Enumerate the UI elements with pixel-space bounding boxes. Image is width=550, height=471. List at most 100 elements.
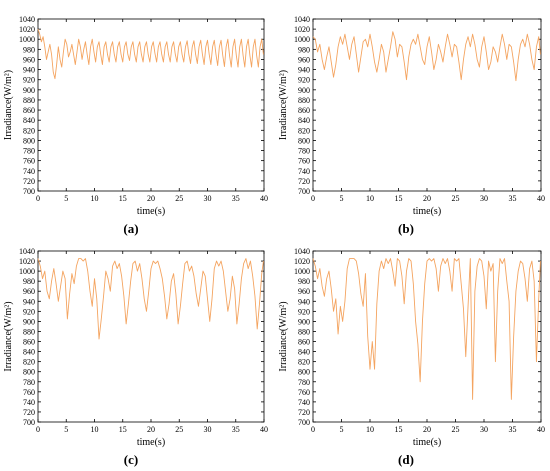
y-tick-label: 840 (298, 116, 310, 125)
y-tick-label: 780 (298, 378, 310, 387)
y-tick-label: 760 (298, 388, 310, 397)
x-tick-label: 15 (119, 425, 127, 434)
y-tick-label: 1000 (19, 35, 35, 44)
x-tick-label: 0 (311, 194, 315, 203)
x-tick-label: 35 (509, 425, 517, 434)
y-tick-label: 700 (298, 187, 310, 196)
y-axis-title: Irradiance(W/m²) (278, 301, 289, 371)
x-tick-label: 5 (64, 194, 68, 203)
y-tick-label: 880 (23, 96, 35, 105)
y-tick-label: 960 (298, 55, 310, 64)
y-tick-label: 880 (298, 327, 310, 336)
y-tick-label: 940 (298, 297, 310, 306)
panel-label: (d) (398, 452, 414, 467)
y-tick-label: 1020 (19, 257, 35, 266)
x-tick-label: 30 (204, 194, 212, 203)
x-tick-label: 5 (340, 194, 344, 203)
y-tick-label: 900 (23, 86, 35, 95)
y-tick-label: 1000 (294, 35, 310, 44)
x-tick-label: 35 (232, 194, 240, 203)
series-line (37, 28, 264, 80)
x-tick-label: 5 (64, 425, 68, 434)
y-tick-label: 1020 (19, 25, 35, 34)
y-tick-label: 760 (298, 157, 310, 166)
series-line (312, 258, 541, 400)
y-tick-label: 880 (298, 96, 310, 105)
y-tick-label: 740 (298, 398, 310, 407)
y-tick-label: 940 (23, 297, 35, 306)
x-tick-label: 30 (204, 425, 212, 434)
y-tick-label: 920 (23, 76, 35, 85)
y-tick-label: 1040 (294, 247, 310, 256)
x-axis-title: time(s) (137, 206, 165, 217)
y-tick-label: 920 (23, 307, 35, 316)
x-tick-label: 25 (175, 194, 183, 203)
y-tick-label: 800 (298, 136, 310, 145)
y-tick-label: 1000 (19, 267, 35, 276)
plot-frame (312, 250, 542, 423)
y-axis-title: Irradiance(W/m²) (3, 70, 14, 140)
y-tick-label: 860 (298, 106, 310, 115)
x-tick-label: 30 (480, 194, 488, 203)
panel-label: (a) (123, 221, 138, 236)
x-tick-label: 0 (311, 425, 315, 434)
y-tick-label: 720 (298, 408, 310, 417)
y-tick-label: 720 (23, 408, 35, 417)
y-tick-label: 1000 (294, 267, 310, 276)
x-tick-label: 40 (260, 194, 268, 203)
x-tick-label: 20 (147, 194, 155, 203)
y-tick-label: 700 (23, 418, 35, 427)
y-tick-label: 840 (298, 348, 310, 357)
y-tick-label: 700 (23, 187, 35, 196)
y-tick-label: 740 (23, 398, 35, 407)
y-tick-label: 740 (23, 167, 35, 176)
x-tick-label: 20 (423, 194, 431, 203)
y-tick-label: 860 (298, 338, 310, 347)
x-tick-label: 20 (147, 425, 155, 434)
x-tick-label: 25 (452, 194, 460, 203)
y-tick-label: 960 (23, 55, 35, 64)
y-tick-label: 800 (23, 136, 35, 145)
y-tick-label: 800 (298, 368, 310, 377)
y-tick-label: 740 (298, 167, 310, 176)
x-axis-title: time(s) (413, 437, 441, 448)
y-tick-label: 980 (23, 277, 35, 286)
y-tick-label: 760 (23, 157, 35, 166)
y-tick-label: 1040 (19, 15, 35, 24)
y-tick-label: 900 (23, 317, 35, 326)
chart-panel-4: 0 5 10 15 20 25 30 35 40 700720740760780800820840… (278, 247, 545, 467)
x-tick-label: 15 (119, 194, 127, 203)
x-tick-label: 35 (509, 194, 517, 203)
y-tick-label: 980 (23, 45, 35, 54)
x-tick-label: 10 (366, 425, 374, 434)
y-tick-label: 720 (23, 177, 35, 186)
panel-label: (b) (398, 221, 414, 236)
x-axis-title: time(s) (413, 206, 441, 217)
y-tick-label: 880 (23, 327, 35, 336)
y-tick-label: 820 (298, 358, 310, 367)
series-line (312, 31, 541, 82)
x-tick-label: 0 (36, 425, 40, 434)
x-tick-label: 20 (423, 425, 431, 434)
y-tick-label: 900 (298, 86, 310, 95)
y-tick-label: 920 (298, 76, 310, 85)
y-axis-title: Irradiance(W/m²) (3, 301, 14, 371)
y-tick-label: 840 (23, 116, 35, 125)
x-tick-label: 40 (537, 194, 545, 203)
y-tick-label: 900 (298, 317, 310, 326)
y-tick-label: 980 (298, 277, 310, 286)
x-tick-label: 25 (175, 425, 183, 434)
y-tick-label: 820 (298, 126, 310, 135)
y-tick-label: 800 (23, 368, 35, 377)
y-tick-label: 820 (23, 358, 35, 367)
x-tick-label: 35 (232, 425, 240, 434)
y-tick-label: 760 (23, 388, 35, 397)
y-tick-label: 720 (298, 177, 310, 186)
x-tick-label: 10 (366, 194, 374, 203)
y-tick-label: 960 (23, 287, 35, 296)
x-axis-title: time(s) (137, 437, 165, 448)
y-tick-label: 1040 (294, 15, 310, 24)
x-tick-label: 15 (395, 425, 403, 434)
